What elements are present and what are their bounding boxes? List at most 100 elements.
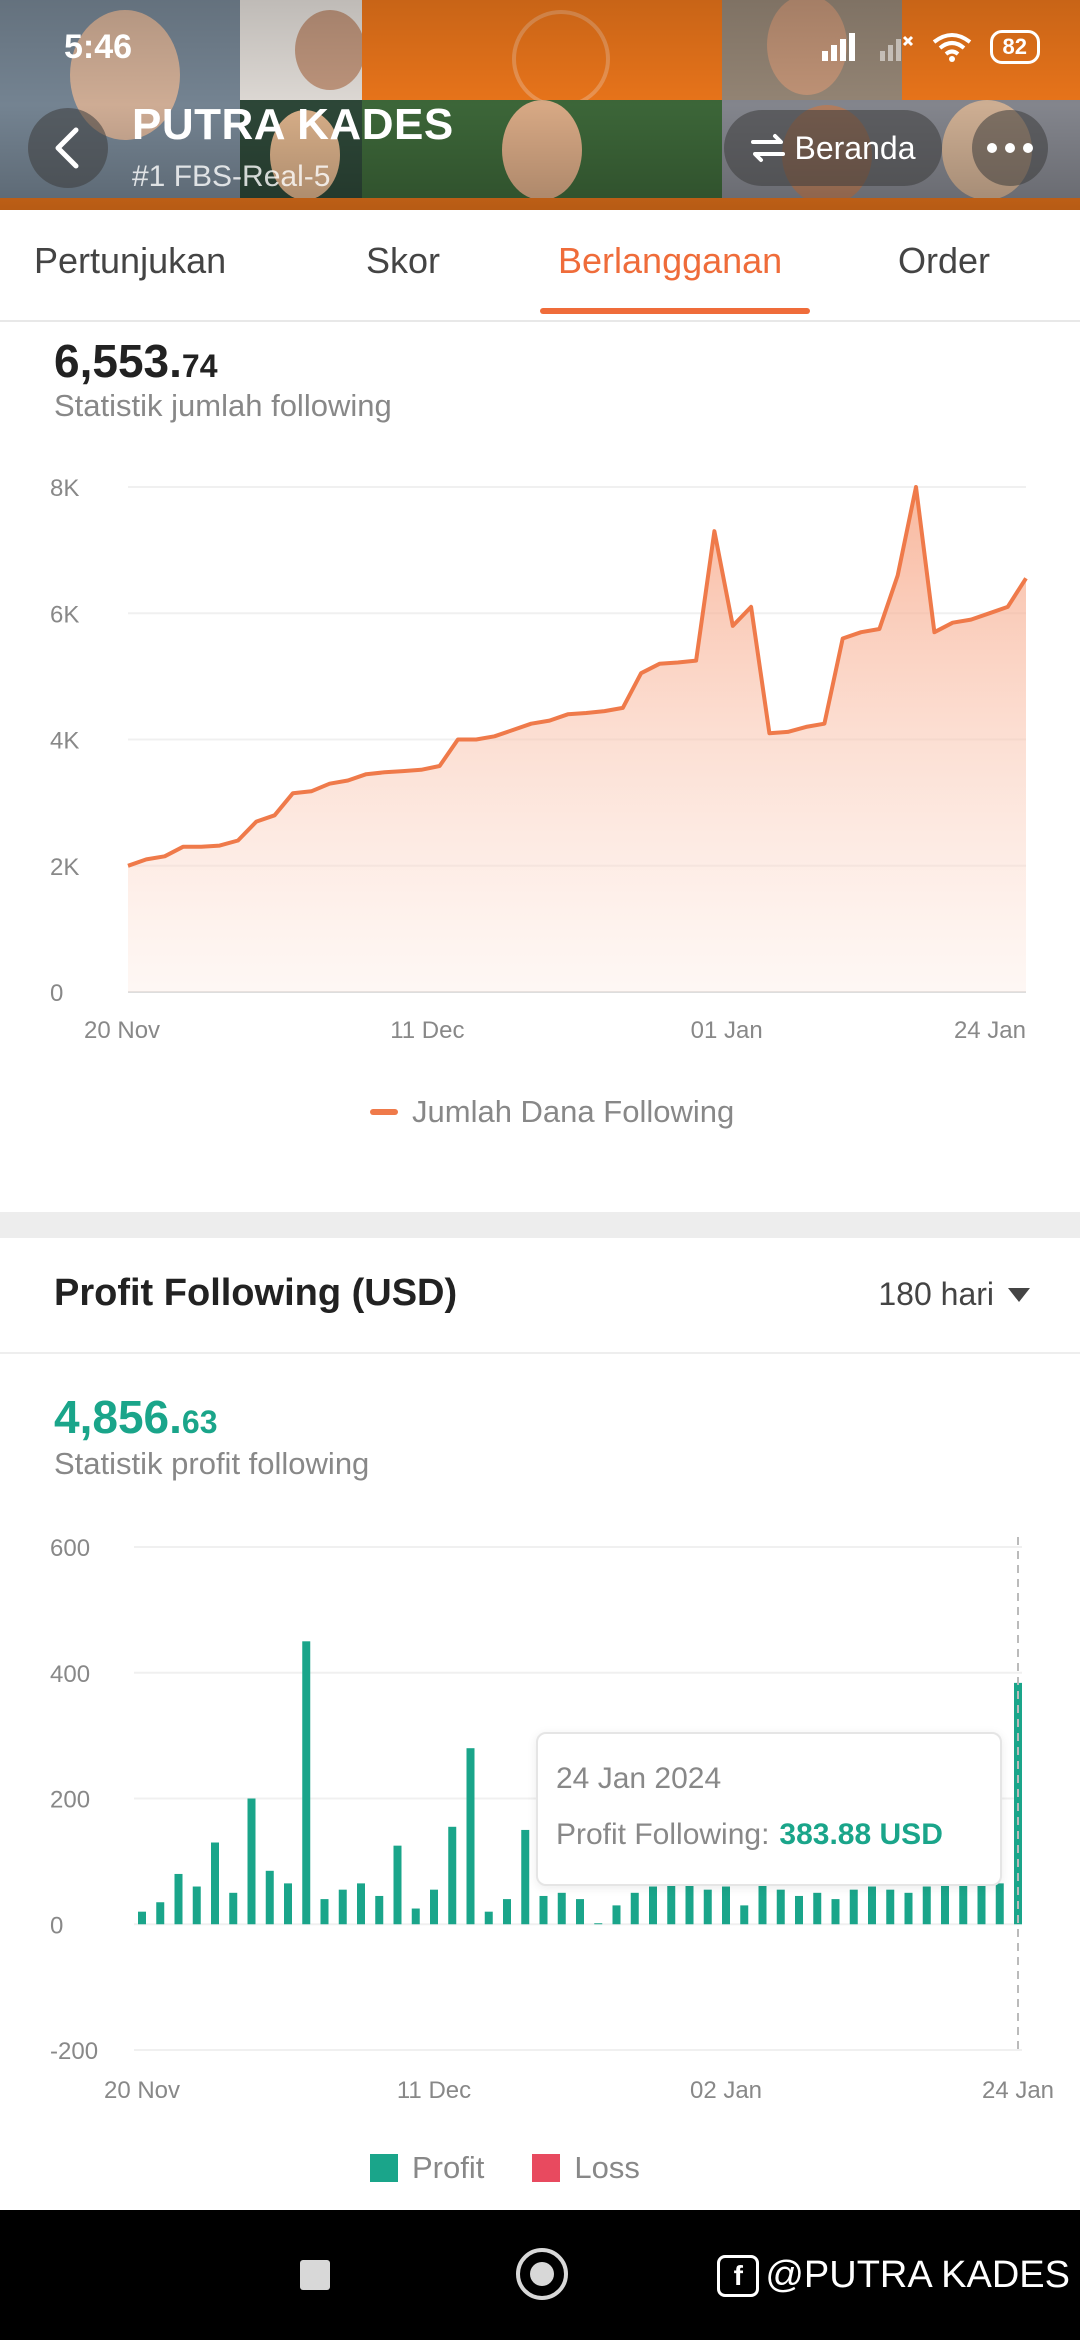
profit-bar [703,1889,712,1925]
tooltip-row: Profit Following: 383.88 USD [556,1818,943,1852]
profit-bar [229,1892,238,1925]
following-legend-swatch [370,1109,398,1115]
x-tick-label: 20 Nov [104,2077,180,2104]
following-amount-dec: 74 [181,348,218,384]
profit-bar [594,1923,603,1925]
y-tick-label: 8K [50,475,79,502]
series-area [128,487,1026,992]
back-button[interactable] [28,108,108,188]
profit-amount-int: 4,856. [54,1391,182,1443]
profit-bar [959,1880,968,1925]
profit-bar [685,1880,694,1925]
more-icon [987,143,997,153]
loss-legend-label: Loss [574,2150,640,2185]
y-tick-label: 2K [50,854,79,881]
system-nav-bar: f @PUTRA KADES [0,2210,1080,2340]
y-tick-label: 4K [50,728,79,755]
y-tick-label: 600 [50,1535,90,1562]
profit-bar [886,1889,895,1925]
profit-bar [977,1877,986,1925]
y-tick-label: 0 [50,980,63,1007]
tab-order[interactable]: Order [898,240,991,281]
profit-section-title: Profit Following (USD) [54,1272,458,1314]
following-area-chart: 0 2K 4K 6K 8K 20 Nov 11 Dec 01 Jan 24 Jan [50,475,1028,1044]
active-tab-indicator [540,308,810,314]
profit-bar [284,1883,292,1925]
account-name: PUTRA KADES [132,100,454,149]
more-options-button[interactable] [972,110,1048,186]
profit-bar [904,1892,913,1925]
profit-bar [612,1905,621,1925]
profit-bar [831,1899,840,1925]
profit-bar [484,1911,493,1925]
status-icons: 82 [820,30,1040,64]
profit-bar [448,1826,457,1925]
profit-bar [849,1889,858,1925]
profit-bar [557,1892,566,1925]
following-legend: Jumlah Dana Following [370,1094,734,1130]
profit-bar [156,1902,165,1925]
account-id: #1 FBS-Real-5 [132,160,331,193]
profit-bar [576,1899,584,1925]
section-divider [0,1212,1080,1238]
x-tick-label: 02 Jan [690,2077,762,2104]
profit-bar [265,1870,274,1925]
profit-bar-chart: -200 0 200 400 600 20 Nov 11 Dec 02 Jan 24 Jan [50,1535,1054,2104]
profit-bar [320,1899,329,1925]
profit-bar [174,1873,183,1925]
caret-down-icon [1008,1287,1030,1302]
following-stat-label: Statistik jumlah following [54,388,392,423]
profit-bar [211,1842,219,1925]
y-tick-label: 200 [50,1787,90,1814]
x-tick-label: 11 Dec [390,1017,464,1044]
tab-skor[interactable]: Skor [366,240,441,281]
profit-bar [247,1798,256,1925]
tab-berlangganan[interactable]: Berlangganan [558,240,783,281]
avatar-tile [240,0,365,100]
x-tick-label: 24 Jan [954,1017,1026,1044]
period-dropdown[interactable]: 180 hari [878,1276,1030,1313]
profit-bar [357,1883,365,1925]
profit-bar [393,1845,402,1925]
status-time: 5:46 [64,28,133,66]
profit-bar [795,1895,803,1925]
profit-bar [813,1892,822,1925]
profit-amount: 4,856.63 [54,1390,218,1444]
watermark: f @PUTRA KADES [717,2254,1070,2297]
profit-bar [722,1886,730,1925]
profit-bar [630,1892,639,1925]
profit-bar [503,1899,511,1925]
avatar-tile [722,0,902,100]
x-tick-label: 20 Nov [84,1017,160,1044]
profit-amount-dec: 63 [181,1404,218,1440]
profit-bar [667,1883,676,1925]
tab-pertunjukan[interactable]: Pertunjukan [34,240,227,281]
y-tick-label: 6K [50,601,79,628]
profit-bar [995,1883,1004,1925]
profit-legend-label: Profit [412,2150,485,2185]
profit-bar [649,1886,657,1925]
profit-bar [868,1886,876,1925]
profit-bar [539,1895,548,1925]
profit-bar [411,1908,420,1925]
swap-icon [750,134,785,162]
chevron-left-icon [55,127,79,169]
profit-bar [192,1886,201,1925]
wifi-icon [932,33,971,62]
home-button[interactable] [516,2248,568,2300]
x-tick-label: 01 Jan [691,1017,763,1044]
following-legend-label: Jumlah Dana Following [412,1094,735,1129]
recents-button[interactable] [300,2260,330,2290]
profit-bar [941,1883,949,1925]
beranda-button[interactable]: Beranda [724,110,942,186]
profit-legend: Profit Loss [370,2150,640,2186]
divider [0,1352,1080,1354]
signal-icon [821,33,855,61]
x-tick-label: 11 Dec [397,2077,471,2104]
y-tick-label: -200 [50,2038,98,2065]
profit-bar [466,1748,475,1925]
profit-bar [922,1886,931,1925]
profit-bar [776,1889,785,1925]
profit-bar [338,1889,347,1925]
watermark-text: @PUTRA KADES [765,2254,1070,2296]
